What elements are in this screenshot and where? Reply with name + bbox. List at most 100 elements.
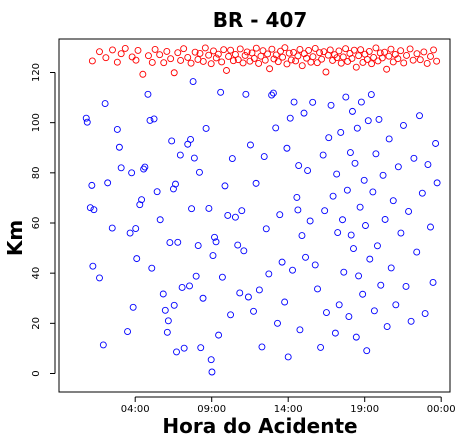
data-point [202, 124, 210, 132]
data-point [363, 347, 371, 355]
data-point [302, 253, 309, 261]
data-point [239, 59, 247, 67]
data-point [82, 114, 90, 122]
data-point [258, 343, 266, 351]
y-tick-label: 80 [31, 166, 42, 179]
data-point [377, 281, 385, 289]
data-point [260, 153, 268, 160]
data-point [86, 204, 94, 212]
data-point [274, 319, 281, 327]
data-point [163, 47, 171, 55]
data-point [357, 98, 365, 106]
data-point [383, 65, 391, 73]
data-point [346, 149, 354, 156]
data-point [314, 285, 321, 293]
data-point [128, 53, 136, 61]
data-point [180, 344, 188, 352]
data-point [96, 274, 103, 282]
data-point [281, 298, 289, 306]
data-point [247, 141, 254, 149]
data-point [427, 223, 434, 231]
data-point [385, 52, 393, 60]
points-layer [82, 44, 441, 376]
data-point [366, 255, 374, 263]
data-point [367, 91, 375, 99]
data-point [151, 45, 159, 53]
data-point [352, 333, 360, 341]
data-point [170, 69, 178, 77]
data-point [359, 290, 367, 298]
data-point [207, 356, 215, 364]
data-point [327, 101, 335, 109]
data-point [178, 284, 186, 291]
data-point [124, 328, 132, 336]
data-point [407, 317, 415, 325]
data-point [208, 368, 216, 376]
data-point [189, 78, 197, 85]
data-point [133, 255, 141, 263]
data-point [199, 58, 207, 65]
series-1 [88, 44, 441, 78]
data-point [406, 45, 414, 53]
y-tick-label: 120 [31, 63, 42, 82]
data-point [139, 70, 147, 78]
data-point [231, 213, 239, 221]
data-point [287, 56, 295, 64]
data-point [322, 68, 330, 76]
data-point [433, 57, 441, 65]
data-point [278, 258, 286, 266]
data-point [229, 57, 237, 65]
data-point [88, 181, 96, 189]
data-point [285, 49, 293, 57]
data-point [290, 98, 298, 106]
data-point [212, 54, 220, 62]
plot-frame [58, 38, 451, 393]
data-point [160, 59, 168, 67]
data-point [83, 118, 91, 126]
data-point [144, 90, 152, 98]
data-point [250, 55, 258, 62]
data-point [255, 60, 263, 67]
data-point [225, 53, 232, 60]
data-point [223, 67, 230, 74]
data-point [209, 252, 217, 260]
data-point [268, 91, 276, 99]
chart-title: BR - 407 [213, 8, 308, 32]
data-point [400, 121, 407, 129]
data-point [362, 222, 369, 229]
data-point [145, 52, 152, 60]
data-point [369, 188, 377, 196]
data-point [236, 45, 244, 53]
data-point [244, 293, 252, 301]
data-point [190, 154, 198, 162]
data-point [88, 57, 96, 65]
data-point [356, 203, 364, 211]
data-point [243, 48, 251, 56]
data-point [389, 58, 397, 66]
data-point [218, 58, 226, 66]
data-point [378, 54, 386, 62]
data-point [262, 225, 270, 233]
data-point [309, 53, 317, 61]
data-point [261, 56, 269, 64]
data-point [432, 140, 440, 147]
data-point [368, 60, 376, 68]
data-point [379, 171, 387, 179]
data-point [126, 229, 134, 237]
data-point [102, 54, 110, 62]
y-tick-label: 100 [31, 113, 42, 132]
data-point [429, 279, 437, 286]
data-point [349, 107, 356, 115]
data-point [184, 54, 192, 61]
data-point [344, 58, 352, 65]
data-point [227, 46, 235, 54]
data-point [296, 326, 304, 334]
data-point [294, 206, 302, 214]
data-point [163, 328, 171, 336]
data-point [405, 208, 413, 215]
data-point [298, 62, 306, 70]
y-tick-label: 20 [31, 317, 42, 330]
data-point [168, 137, 176, 145]
data-point [317, 343, 325, 351]
